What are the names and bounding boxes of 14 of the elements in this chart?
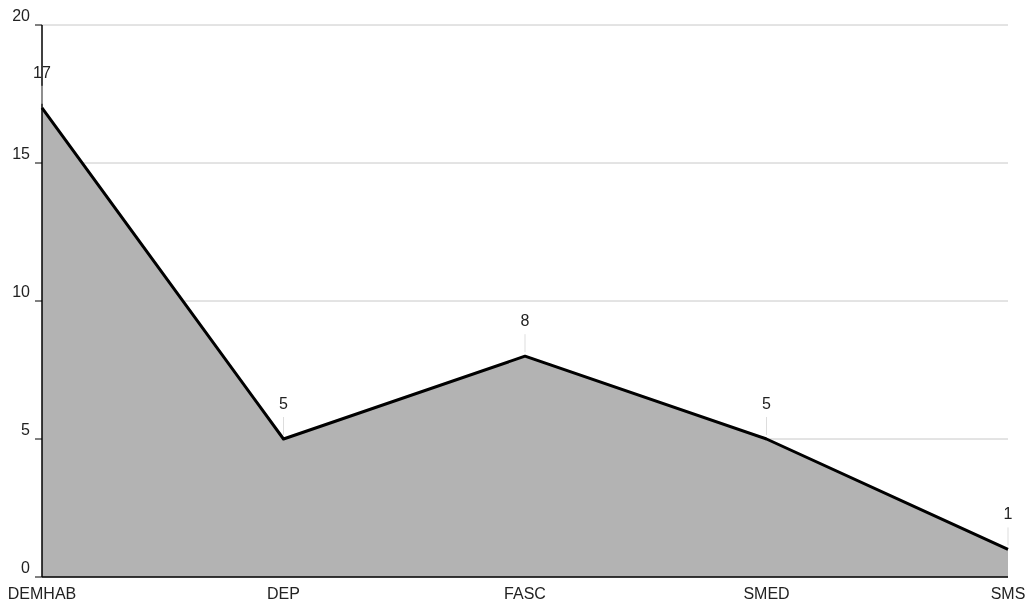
data-label: 5 [279,395,289,412]
y-tick-label: 5 [21,421,31,438]
x-tick-label: SMED [743,585,790,602]
data-label: 8 [520,312,530,330]
y-tick-label: 10 [12,283,31,300]
y-tick-label: 15 [12,145,31,162]
x-tick-label: DEMHAB [7,585,77,602]
data-label: 1 [1003,505,1013,523]
x-tick-label: SMS [990,585,1026,602]
y-tick-label: 20 [12,7,31,24]
x-tick-label: FASC [504,585,546,602]
data-label: 5 [762,395,772,412]
x-tick-label: DEP [267,585,300,602]
y-tick-label: 0 [21,559,31,576]
